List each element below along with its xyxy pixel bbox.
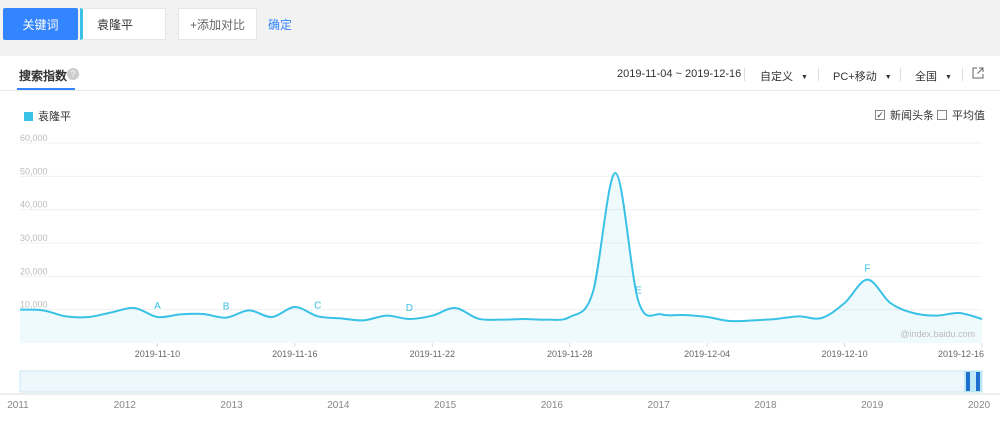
average-checkbox-label: 平均值 bbox=[952, 110, 985, 122]
caret-down-icon: ▼ bbox=[801, 73, 808, 81]
device-label: PC+移动 bbox=[833, 71, 877, 83]
confirm-link[interactable]: 确定 bbox=[268, 18, 293, 32]
x-tick-label: 2019-11-16 bbox=[272, 349, 317, 359]
y-tick-label: 40,000 bbox=[20, 200, 48, 210]
help-icon[interactable]: ? bbox=[67, 68, 79, 80]
timeline-year-label: 2014 bbox=[327, 400, 350, 411]
timeline-handle-left[interactable] bbox=[966, 372, 970, 391]
legend-label: 袁隆平 bbox=[38, 111, 71, 123]
timeline-year-label: 2015 bbox=[434, 400, 457, 411]
keyword-button[interactable]: 关键词 bbox=[3, 8, 78, 40]
watermark: @index.baidu.com bbox=[900, 329, 975, 339]
x-tick-label: 2019-11-10 bbox=[135, 349, 180, 359]
series-line bbox=[19, 171, 983, 323]
timeline-navigator[interactable] bbox=[19, 370, 983, 393]
timeline-year-label: 2017 bbox=[648, 400, 671, 411]
title-underline bbox=[17, 88, 75, 90]
panel-title: 搜索指数 bbox=[19, 69, 68, 83]
external-link-icon[interactable] bbox=[972, 67, 984, 79]
y-tick-label: 10,000 bbox=[20, 300, 48, 310]
search-index-panel: 搜索指数 ? 2019-11-04 ~ 2019-12-16 自定义 ▼ PC+移… bbox=[0, 56, 1000, 421]
y-tick-label: 20,000 bbox=[20, 266, 48, 276]
date-range[interactable]: 2019-11-04 ~ 2019-12-16 bbox=[617, 68, 742, 80]
timeline-year-label: 2012 bbox=[114, 400, 137, 411]
x-tick-label: 2019-12-10 bbox=[822, 349, 868, 359]
y-tick-label: 60,000 bbox=[20, 133, 48, 143]
chart-legend: 袁隆平 bbox=[24, 108, 71, 124]
annotation-f: F bbox=[864, 264, 870, 275]
header-divider bbox=[0, 90, 1000, 91]
device-dropdown[interactable]: PC+移动 ▼ bbox=[833, 68, 892, 84]
divider bbox=[900, 68, 901, 81]
keyword-tag[interactable]: 袁隆平 bbox=[80, 8, 166, 40]
caret-down-icon: ▼ bbox=[884, 73, 892, 81]
average-checkbox[interactable]: 平均值 bbox=[937, 107, 985, 123]
legend-swatch bbox=[24, 111, 33, 121]
add-compare-button[interactable]: +添加对比 bbox=[178, 8, 257, 40]
x-tick-label: 2019-12-04 bbox=[684, 349, 730, 359]
y-tick-label: 50,000 bbox=[20, 166, 48, 176]
timeline-year-label: 2013 bbox=[220, 400, 243, 411]
timeline-year-label: 2019 bbox=[861, 400, 884, 411]
series-area bbox=[20, 172, 982, 343]
divider bbox=[962, 68, 963, 81]
annotation-a: A bbox=[154, 301, 161, 312]
timeline-year-label: 2018 bbox=[754, 400, 777, 411]
checkbox-unchecked-icon bbox=[937, 110, 947, 120]
annotation-b: B bbox=[223, 302, 230, 313]
region-label: 全国 bbox=[915, 71, 937, 83]
search-toolbar: 关键词 袁隆平 +添加对比 确定 bbox=[0, 0, 1000, 50]
annotation-c: C bbox=[314, 300, 321, 311]
x-tick-label: 2019-11-22 bbox=[410, 349, 455, 359]
timeline-year-label: 2011 bbox=[7, 400, 29, 411]
y-tick-label: 30,000 bbox=[20, 233, 48, 243]
annotation-e: E bbox=[635, 285, 642, 296]
caret-down-icon: ▼ bbox=[945, 73, 952, 81]
news-checkbox-label: 新闻头条 bbox=[890, 110, 934, 122]
timeline-year-label: 2020 bbox=[968, 400, 991, 411]
region-dropdown[interactable]: 全国 ▼ bbox=[915, 68, 952, 84]
x-tick-label: 2019-12-16 bbox=[938, 349, 984, 359]
divider bbox=[818, 68, 819, 81]
news-checkbox[interactable]: ✓ 新闻头条 bbox=[875, 107, 934, 123]
custom-label: 自定义 bbox=[760, 71, 793, 83]
timeline-handle-right[interactable] bbox=[976, 372, 980, 391]
custom-dropdown[interactable]: 自定义 ▼ bbox=[760, 68, 808, 84]
timeline-year-label: 2016 bbox=[541, 400, 564, 411]
x-tick-label: 2019-11-28 bbox=[547, 349, 592, 359]
annotation-d: D bbox=[406, 303, 413, 314]
checkbox-checked-icon: ✓ bbox=[875, 110, 885, 120]
divider bbox=[744, 68, 745, 81]
